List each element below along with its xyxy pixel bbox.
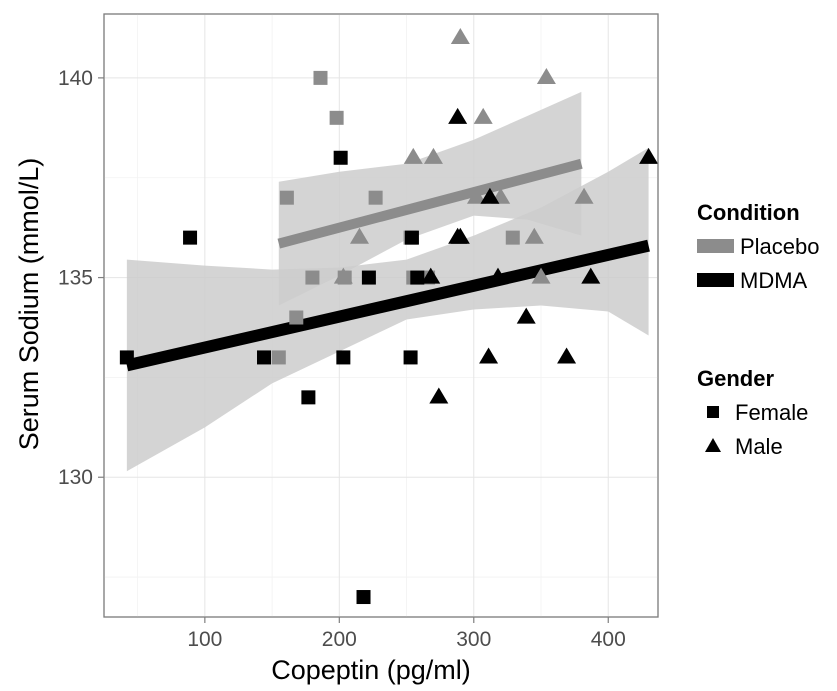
plot-border bbox=[103, 13, 659, 618]
x-axis-title: Copeptin (pg/ml) bbox=[271, 655, 471, 685]
legend-label-female: Female bbox=[735, 400, 808, 425]
regression-lines bbox=[125, 158, 650, 372]
point-mdma-female bbox=[333, 150, 348, 165]
legend-label-male: Male bbox=[735, 434, 783, 459]
y-tick-label: 140 bbox=[58, 67, 93, 90]
legend-label-mdma: MDMA bbox=[740, 268, 808, 293]
point-mdma-male bbox=[557, 347, 577, 364]
y-axis-title: Serum Sodium (mmol/L) bbox=[14, 158, 44, 451]
point-placebo-male bbox=[450, 28, 470, 45]
point-placebo-male bbox=[333, 267, 353, 284]
point-mdma-female bbox=[119, 350, 134, 365]
data-points bbox=[119, 28, 659, 605]
point-mdma-male bbox=[450, 227, 470, 244]
point-placebo-male bbox=[423, 147, 443, 164]
point-mdma-male bbox=[516, 307, 536, 324]
point-mdma-male bbox=[581, 267, 601, 284]
x-tick-label: 300 bbox=[456, 628, 491, 651]
point-mdma-female bbox=[410, 270, 425, 285]
point-mdma-female bbox=[361, 270, 376, 285]
point-placebo-female bbox=[505, 230, 520, 245]
point-mdma-male bbox=[421, 267, 441, 284]
plot-panel bbox=[103, 13, 659, 618]
point-mdma-female bbox=[301, 390, 316, 405]
legend-key-placebo bbox=[697, 239, 734, 253]
point-mdma-female bbox=[404, 230, 419, 245]
point-mdma-male bbox=[448, 107, 468, 124]
point-placebo-male bbox=[349, 227, 369, 244]
legend-key-male-triangle bbox=[705, 438, 721, 452]
point-mdma-male bbox=[488, 267, 508, 284]
point-placebo-male bbox=[466, 187, 486, 204]
legend: Condition Placebo MDMA Gender Female Male bbox=[697, 200, 820, 459]
legend-key-female-square bbox=[707, 406, 719, 418]
point-mdma-female bbox=[356, 590, 371, 605]
point-mdma-male bbox=[479, 347, 499, 364]
x-tick-label: 200 bbox=[322, 628, 357, 651]
point-mdma-female bbox=[403, 350, 418, 365]
point-placebo-female bbox=[305, 270, 320, 285]
point-placebo-male bbox=[536, 67, 556, 84]
point-placebo-female bbox=[271, 350, 286, 365]
point-placebo-female bbox=[289, 310, 304, 325]
x-tick-label: 100 bbox=[187, 628, 222, 651]
x-tick-label: 400 bbox=[591, 628, 626, 651]
fit-line-mdma bbox=[125, 239, 650, 372]
point-mdma-male bbox=[480, 187, 500, 204]
point-mdma-male bbox=[429, 387, 449, 404]
point-mdma-female bbox=[183, 230, 198, 245]
point-placebo-male bbox=[531, 267, 551, 284]
point-placebo-male bbox=[524, 227, 544, 244]
y-axis-ticks: 130 135 140 bbox=[58, 67, 104, 489]
point-mdma-male bbox=[639, 147, 659, 164]
point-placebo-male bbox=[403, 147, 423, 164]
point-placebo-female bbox=[368, 190, 383, 205]
legend-label-placebo: Placebo bbox=[740, 234, 820, 259]
legend-title-condition: Condition bbox=[697, 200, 800, 225]
point-placebo-male bbox=[574, 187, 594, 204]
point-placebo-female bbox=[329, 110, 344, 125]
fit-line-placebo bbox=[277, 158, 583, 249]
point-placebo-female bbox=[279, 190, 294, 205]
legend-key-mdma bbox=[697, 273, 734, 287]
y-tick-label: 130 bbox=[58, 466, 93, 489]
y-tick-label: 135 bbox=[58, 267, 93, 290]
point-placebo-female bbox=[313, 70, 328, 85]
point-mdma-female bbox=[257, 350, 272, 365]
point-mdma-female bbox=[336, 350, 351, 365]
point-placebo-male bbox=[473, 107, 493, 124]
x-axis-ticks: 100 200 300 400 bbox=[187, 617, 626, 651]
legend-title-gender: Gender bbox=[697, 366, 774, 391]
